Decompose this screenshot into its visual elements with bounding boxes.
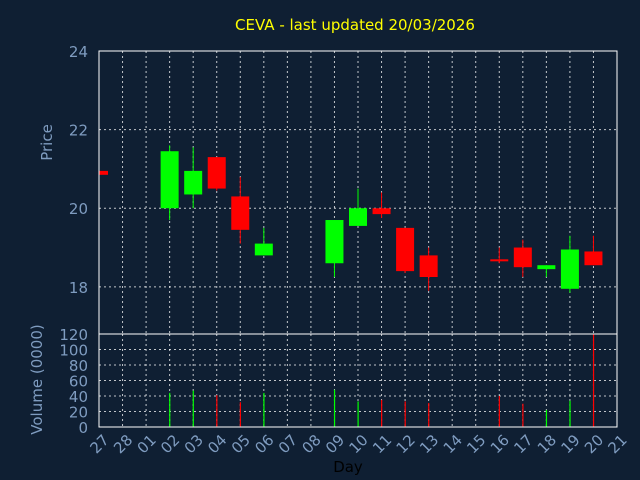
x-tick-label: 02 xyxy=(157,431,183,457)
volume-bar xyxy=(522,403,524,427)
volume-tick-label: 120 xyxy=(59,326,88,344)
x-tick-label: 20 xyxy=(581,431,607,457)
volume-tick-label: 100 xyxy=(59,342,88,360)
volume-bar xyxy=(192,390,194,427)
x-tick-label: 07 xyxy=(275,431,301,457)
chart-title: CEVA - last updated 20/03/2026 xyxy=(235,16,475,34)
x-tick-label: 14 xyxy=(440,431,466,457)
x-tick-label: 19 xyxy=(557,431,583,457)
x-tick-label: 13 xyxy=(416,431,442,457)
price-tick-label: 20 xyxy=(69,200,88,218)
volume-bar xyxy=(592,334,595,427)
price-axis-label: Price xyxy=(38,124,56,161)
volume-tick-label: 40 xyxy=(69,388,88,406)
volume-bar xyxy=(216,395,218,427)
x-tick-label: 03 xyxy=(181,431,207,457)
x-tick-label: 15 xyxy=(463,431,489,457)
x-tick-label: 09 xyxy=(322,431,348,457)
candle-body xyxy=(231,196,250,230)
volume-tick-label: 20 xyxy=(69,404,88,422)
x-tick-label: 05 xyxy=(228,431,254,457)
x-tick-label: 12 xyxy=(393,431,419,457)
volume-tick-label: 0 xyxy=(78,419,88,437)
price-tick-label: 22 xyxy=(69,122,88,140)
candle-body xyxy=(513,247,532,268)
candle-body xyxy=(254,243,273,256)
chart-frames xyxy=(98,50,618,428)
volume-bars xyxy=(169,334,595,427)
candle-body xyxy=(560,249,579,289)
candle-body xyxy=(99,170,108,175)
x-tick-label: 08 xyxy=(298,431,324,457)
candle-body xyxy=(396,227,415,272)
x-tick-label: 16 xyxy=(487,431,513,457)
candle-body xyxy=(207,157,226,189)
volume-bar xyxy=(381,399,383,427)
volume-tick-label: 60 xyxy=(69,373,88,391)
volume-frame xyxy=(98,333,618,428)
x-tick-label: 17 xyxy=(510,431,536,457)
candle-body xyxy=(372,208,391,215)
candles xyxy=(98,145,603,293)
price-tick-label: 24 xyxy=(69,43,88,61)
x-tick-label: 27 xyxy=(87,431,113,457)
candle-body xyxy=(325,220,344,264)
volume-bar xyxy=(545,409,548,427)
volume-bar xyxy=(498,396,500,427)
volume-bar xyxy=(169,392,171,427)
volume-axis-label: Volume (0000) xyxy=(28,324,46,434)
volume-bar xyxy=(404,401,406,427)
volume-bar xyxy=(263,392,265,427)
volume-bar xyxy=(357,401,359,427)
x-tick-label: 10 xyxy=(346,431,372,457)
x-axis-label: Day xyxy=(333,458,363,476)
x-tick-label: 11 xyxy=(369,431,395,457)
volume-bar xyxy=(428,402,430,427)
volume-bar xyxy=(239,402,241,427)
candle-body xyxy=(160,151,179,209)
candle-body xyxy=(184,170,203,195)
x-tick-label: 06 xyxy=(251,431,277,457)
candle-body xyxy=(349,208,367,226)
x-tick-label: 18 xyxy=(534,431,560,457)
x-tick-label: 28 xyxy=(110,431,136,457)
x-tick-label: 21 xyxy=(605,431,631,457)
candle-body xyxy=(537,265,556,270)
volume-bar xyxy=(569,400,571,427)
candle-body xyxy=(419,255,438,278)
price-tick-label: 18 xyxy=(69,279,88,297)
x-tick-label: 01 xyxy=(134,431,160,457)
candle-body xyxy=(490,259,509,262)
volume-bar xyxy=(333,389,336,427)
grid-lines xyxy=(99,51,617,427)
volume-tick-label: 80 xyxy=(69,357,88,375)
x-tick-label: 04 xyxy=(204,431,230,457)
candle-body xyxy=(584,251,603,266)
